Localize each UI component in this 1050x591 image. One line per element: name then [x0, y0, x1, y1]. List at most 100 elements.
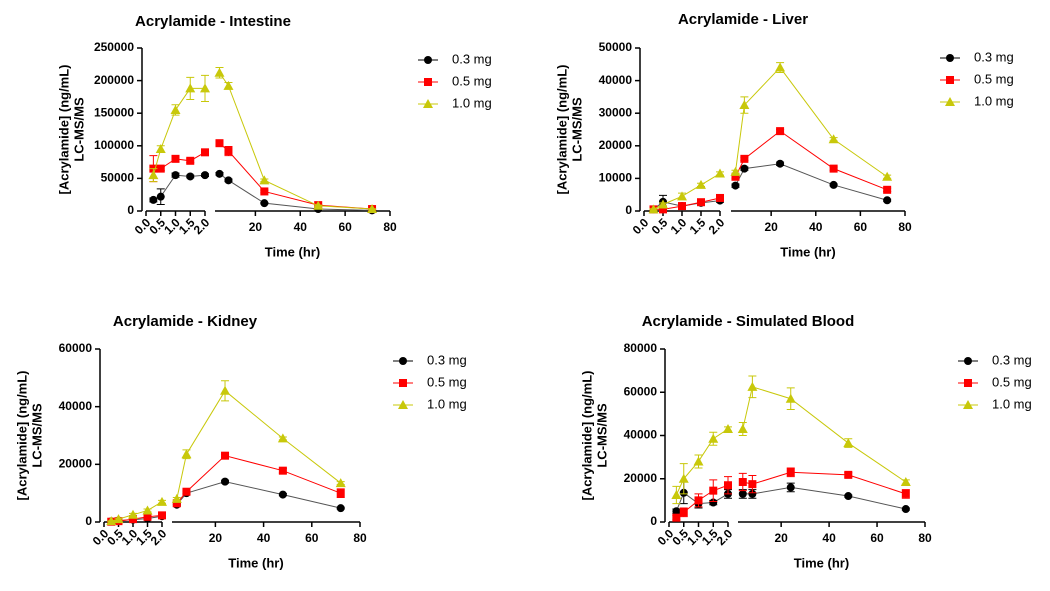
- marker: [171, 493, 182, 503]
- marker: [186, 172, 195, 181]
- marker: [181, 449, 192, 459]
- marker: [259, 175, 270, 185]
- x-tick-label: 20: [209, 531, 223, 545]
- x-tick-label: 2.0: [706, 215, 728, 237]
- marker: [694, 496, 703, 505]
- x-tick-label: 80: [383, 220, 397, 234]
- marker: [201, 171, 209, 180]
- marker: [731, 181, 740, 190]
- x-tick-label: 20: [249, 220, 263, 234]
- x-tick-label: 60: [870, 531, 884, 545]
- y-tick-label: 0: [127, 203, 134, 217]
- marker: [260, 187, 269, 196]
- marker: [129, 515, 137, 524]
- series-line: [742, 471, 906, 495]
- marker: [883, 185, 892, 194]
- legend-label: 1.0 mg: [974, 93, 1014, 108]
- x-tick-label: 0.0: [630, 215, 652, 237]
- marker: [220, 385, 231, 395]
- x-axis-label: Time (hr): [228, 555, 283, 570]
- y-tick-label: 40000: [59, 399, 93, 413]
- legend-label: 0.3 mg: [992, 352, 1032, 367]
- marker: [776, 159, 785, 168]
- marker: [278, 490, 287, 499]
- marker: [215, 169, 224, 178]
- marker: [785, 393, 796, 403]
- legend-label: 0.5 mg: [974, 71, 1014, 86]
- series-line: [742, 386, 907, 483]
- x-tick-label: 1.0: [668, 215, 690, 237]
- marker: [672, 513, 681, 522]
- marker: [828, 134, 839, 144]
- x-tick-label: 2.0: [714, 526, 736, 548]
- marker: [740, 164, 749, 173]
- legend-label: 0.3 mg: [427, 352, 467, 367]
- marker: [740, 154, 749, 163]
- marker: [730, 166, 741, 176]
- y-tick-label: 50000: [101, 171, 135, 185]
- marker: [829, 164, 838, 173]
- marker: [143, 512, 152, 521]
- marker: [171, 171, 180, 180]
- series-line: [176, 390, 342, 500]
- y-tick-label: 60000: [624, 384, 658, 398]
- series-line: [219, 72, 373, 210]
- marker: [113, 514, 124, 524]
- chart-title: Acrylamide - Intestine: [135, 13, 291, 30]
- marker: [313, 200, 324, 210]
- legend-label: 0.5 mg: [992, 374, 1032, 389]
- marker: [731, 172, 740, 181]
- marker: [709, 486, 718, 495]
- marker: [156, 164, 165, 173]
- marker: [185, 83, 196, 93]
- y-axis-label: LC-MS/MS: [594, 403, 609, 468]
- y-tick-label: 20000: [624, 471, 658, 485]
- marker: [149, 195, 158, 204]
- marker: [747, 381, 758, 391]
- x-tick-label: 60: [305, 531, 319, 545]
- marker: [336, 489, 345, 498]
- marker: [748, 489, 757, 498]
- marker: [223, 80, 234, 90]
- y-tick-label: 20000: [59, 457, 93, 471]
- legend-label: 1.0 mg: [427, 396, 467, 411]
- x-tick-label: 0.5: [649, 215, 671, 237]
- marker: [148, 170, 159, 180]
- marker: [171, 154, 180, 163]
- marker: [277, 433, 288, 443]
- legend-label: 0.3 mg: [974, 49, 1014, 64]
- marker: [157, 496, 167, 506]
- marker: [677, 191, 687, 201]
- marker: [945, 97, 955, 106]
- marker: [186, 156, 195, 165]
- marker: [697, 198, 705, 207]
- y-axis-label: LC-MS/MS: [569, 97, 584, 162]
- y-axis-label: LC-MS/MS: [71, 97, 86, 162]
- series-line: [219, 142, 373, 210]
- marker: [215, 139, 224, 148]
- y-tick-label: 0: [85, 514, 92, 528]
- marker: [776, 127, 785, 136]
- marker: [201, 148, 209, 157]
- x-tick-label: 20: [764, 220, 778, 234]
- y-tick-label: 0: [650, 514, 657, 528]
- marker: [658, 199, 668, 209]
- marker: [775, 62, 786, 72]
- x-axis-label: Time (hr): [794, 555, 849, 570]
- marker: [678, 473, 689, 483]
- marker: [901, 505, 910, 514]
- marker: [278, 466, 287, 475]
- x-tick-label: 40: [822, 531, 836, 545]
- y-tick-label: 60000: [59, 341, 93, 355]
- y-tick-label: 40000: [599, 73, 633, 87]
- marker: [738, 477, 747, 486]
- marker: [659, 205, 667, 214]
- x-tick-label: 1.5: [687, 215, 709, 237]
- chart-title: Acrylamide - Liver: [678, 11, 808, 28]
- y-axis-label: LC-MS/MS: [29, 403, 44, 468]
- marker: [708, 433, 719, 443]
- marker: [946, 54, 954, 62]
- y-tick-label: 40000: [624, 428, 658, 442]
- marker: [843, 438, 854, 448]
- y-axis-label: [Acrylamide] (ng/mL): [579, 370, 594, 500]
